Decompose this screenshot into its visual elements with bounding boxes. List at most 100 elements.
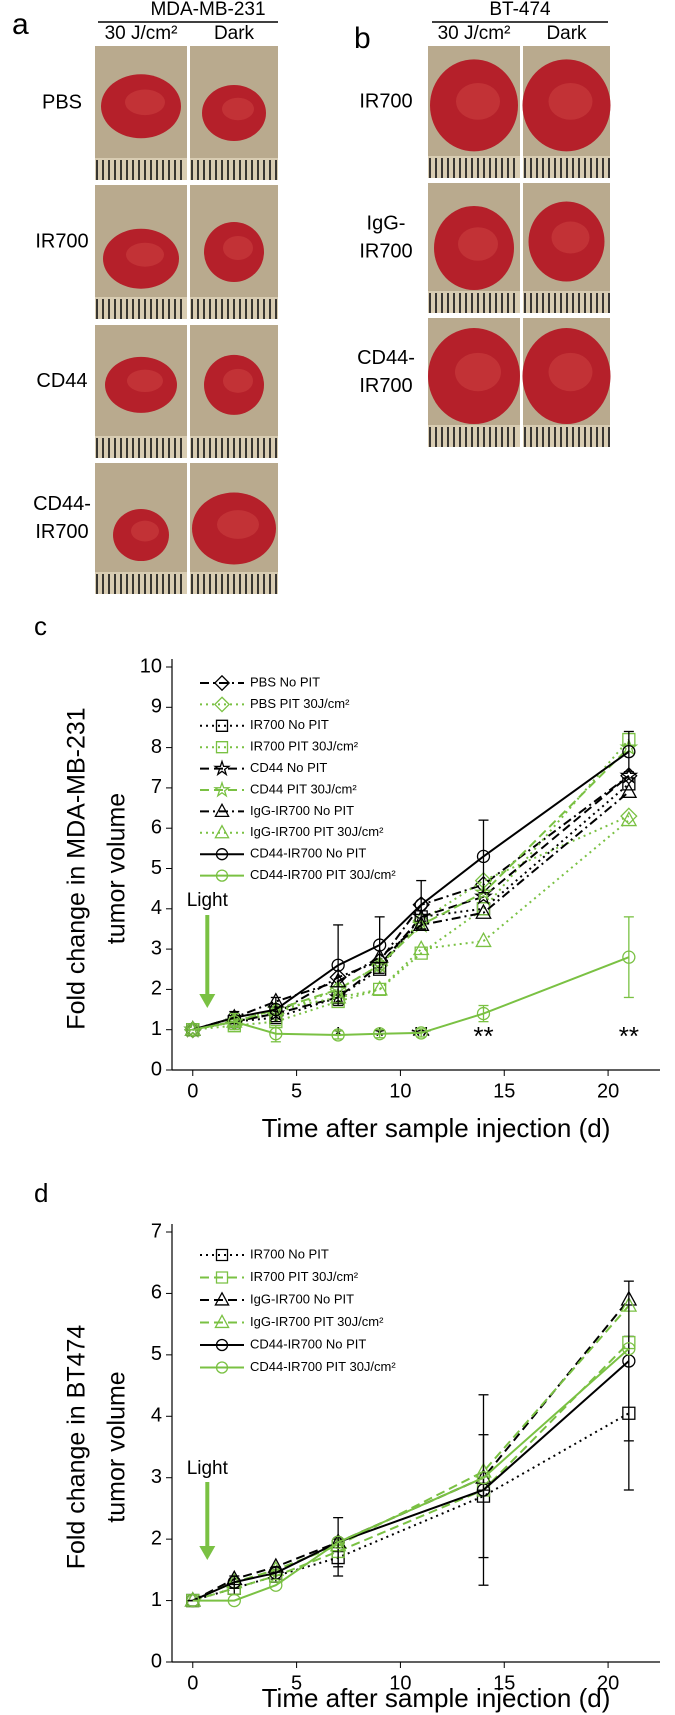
tumor-highlight	[458, 227, 498, 261]
marker	[227, 1014, 241, 1029]
ruler	[95, 436, 187, 458]
legend-label: IgG-IR700 No PIT	[250, 803, 354, 818]
y-tick-label: 0	[151, 1058, 162, 1080]
tumor-highlight	[548, 83, 593, 120]
row-label: PBS	[42, 91, 82, 113]
marker	[373, 938, 387, 952]
row-label: IR700	[35, 230, 88, 252]
marker	[412, 939, 430, 956]
y-tick-label: 0	[151, 1650, 162, 1672]
ruler	[428, 291, 520, 313]
x-tick-label: 10	[389, 1080, 411, 1102]
marker	[331, 958, 345, 972]
marker	[213, 674, 231, 692]
panel-label: a	[12, 8, 29, 41]
column-label: 30 J/cm²	[438, 23, 511, 44]
x-tick-label: 5	[291, 1080, 302, 1102]
marker	[412, 915, 430, 931]
y-axis-title: tumor volume	[103, 1371, 131, 1522]
x-tick-label: 15	[493, 1672, 515, 1694]
ruler	[95, 572, 187, 594]
marker	[215, 1248, 229, 1262]
marker	[414, 1026, 428, 1040]
series-line	[192, 1347, 630, 1602]
tumor-highlight	[126, 242, 164, 267]
marker	[620, 807, 638, 825]
y-tick-label: 2	[151, 978, 162, 1000]
marker	[214, 1291, 230, 1306]
tumor-highlight	[223, 236, 253, 260]
y-tick-label: 4	[151, 1405, 162, 1427]
y-tick-label: 7	[151, 1220, 162, 1242]
panel-title: BT-474	[489, 0, 551, 20]
x-tick-label: 5	[291, 1672, 302, 1694]
y-tick-label: 2	[151, 1527, 162, 1549]
series-line	[192, 738, 630, 1031]
row-label: CD44-	[33, 493, 91, 515]
tumor-highlight	[456, 83, 500, 120]
light-label: Light	[187, 890, 229, 911]
marker	[215, 869, 229, 882]
tumor-highlight	[222, 97, 254, 121]
row-label: IR700	[35, 521, 88, 543]
series-line	[192, 1298, 630, 1602]
x-tick-label: 15	[493, 1080, 515, 1102]
row-label: CD44	[36, 370, 87, 392]
marker	[373, 1027, 387, 1041]
marker	[213, 759, 231, 777]
row-label: IR700	[359, 240, 412, 262]
marker	[474, 882, 493, 901]
legend-label: IgG-IR700 PIT 30J/cm²	[250, 824, 384, 839]
panel-title: MDA-MB-231	[150, 0, 265, 20]
legend-label: IR700 PIT 30J/cm²	[250, 1269, 359, 1284]
marker	[476, 1489, 491, 1503]
tumor-highlight	[455, 352, 501, 392]
marker	[622, 1406, 636, 1420]
x-tick-label: 10	[389, 1672, 411, 1694]
marker	[475, 931, 492, 948]
series-line	[192, 819, 630, 1031]
y-tick-label: 4	[151, 897, 162, 919]
legend-label: CD44 No PIT	[250, 760, 327, 775]
x-axis-title: Time after sample injection (d)	[262, 1113, 611, 1143]
x-tick-label: 0	[187, 1080, 198, 1102]
legend-label: PBS PIT 30J/cm²	[250, 696, 350, 711]
marker	[331, 1028, 345, 1042]
marker	[476, 1471, 491, 1485]
series-line	[192, 956, 630, 1036]
row-label: IR700	[359, 90, 412, 112]
y-tick-label: 10	[140, 655, 162, 677]
tumor-highlight	[131, 520, 159, 542]
marker	[619, 765, 639, 784]
legend-label: IR700 PIT 30J/cm²	[250, 739, 359, 754]
panel-label: b	[354, 22, 371, 55]
tumor-highlight	[217, 510, 259, 539]
y-tick-label: 3	[151, 937, 162, 959]
marker	[622, 950, 636, 964]
y-tick-label: 5	[151, 857, 162, 879]
legend-label: CD44-IR700 PIT 30J/cm²	[250, 1359, 396, 1374]
marker	[269, 1578, 283, 1592]
row-label: IR700	[359, 375, 412, 397]
y-tick-label: 3	[151, 1466, 162, 1488]
marker	[476, 1006, 491, 1021]
marker	[620, 782, 638, 798]
marker	[215, 848, 229, 861]
marker	[215, 1361, 229, 1374]
light-arrowhead	[199, 1546, 216, 1560]
marker	[213, 696, 231, 713]
ruler	[95, 158, 187, 180]
y-axis-title: Fold change in MDA-MB-231	[63, 707, 91, 1029]
column-label: Dark	[546, 23, 587, 44]
legend-label: IR700 No PIT	[250, 717, 329, 732]
light-label: Light	[187, 1458, 229, 1479]
marker	[214, 802, 230, 817]
marker	[269, 1027, 283, 1041]
marker	[331, 1544, 345, 1559]
legend-label: CD44 PIT 30J/cm²	[250, 781, 357, 796]
marker	[475, 903, 492, 919]
tumor-highlight	[127, 369, 163, 393]
tumor-highlight	[223, 368, 253, 393]
marker	[215, 1271, 229, 1284]
